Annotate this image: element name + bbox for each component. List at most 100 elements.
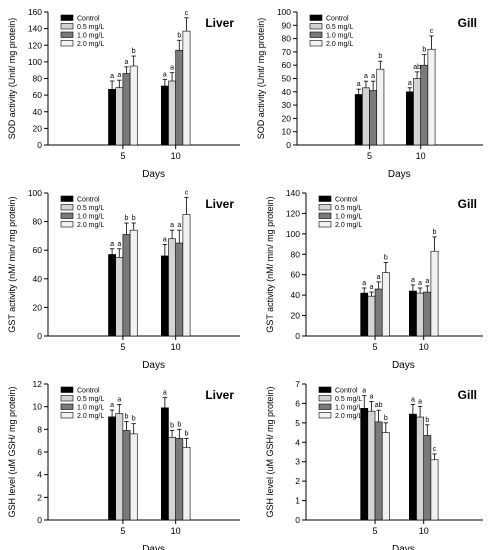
y-axis-title: GSH level (uM GSH/ mg protein): [265, 386, 275, 517]
bar: [115, 413, 124, 521]
x-axis-title: Days: [392, 360, 415, 371]
significance-letter: b: [125, 215, 129, 222]
significance-letter: a: [117, 241, 121, 248]
bar: [409, 290, 417, 337]
legend-label: Control: [335, 388, 358, 395]
bar: [374, 421, 383, 521]
bar: [175, 242, 184, 337]
y-tick-label: 40: [291, 290, 301, 300]
legend-swatch: [60, 386, 74, 393]
bar: [182, 214, 191, 337]
y-axis-title: SOD activity (Unit/ mg protein): [7, 18, 17, 140]
significance-letter: b: [384, 415, 388, 422]
legend-label: 1.0 mg/L: [77, 33, 104, 40]
legend-swatch: [60, 23, 74, 30]
y-tick-label: 80: [33, 74, 43, 84]
legend-label: 1.0 mg/L: [335, 214, 362, 221]
y-tick-label: 20: [33, 302, 43, 312]
bar: [416, 292, 425, 337]
y-tick-label: 2: [295, 476, 300, 486]
y-tick-label: 60: [33, 245, 43, 255]
significance-letter: b: [177, 32, 181, 39]
y-tick-label: 70: [282, 47, 292, 57]
bar: [168, 238, 176, 337]
bar: [108, 254, 116, 337]
legend-swatch: [309, 31, 323, 38]
bar: [115, 257, 124, 337]
bar: [168, 436, 176, 521]
x-tick-label: 10: [171, 151, 181, 161]
bar: [122, 234, 131, 337]
legend-label: 1.0 mg/L: [77, 214, 104, 221]
y-axis-title: SOD activity (Unit/ mg protein): [256, 18, 266, 140]
bar: [160, 255, 169, 337]
y-tick-label: 100: [277, 7, 291, 17]
significance-letter: a: [163, 71, 167, 78]
panel-label: Liver: [205, 197, 234, 211]
y-axis-title: GSH level (uM GSH/ mg protein): [7, 386, 17, 517]
significance-letter: c: [430, 28, 434, 35]
x-tick-label: 5: [120, 526, 125, 536]
legend-swatch: [60, 40, 74, 47]
legend-swatch: [318, 395, 332, 402]
significance-letter: b: [125, 413, 129, 420]
significance-letter: a: [418, 398, 422, 405]
significance-letter: b: [433, 229, 437, 236]
significance-letter: b: [170, 422, 174, 429]
panel-label: Liver: [205, 16, 234, 30]
significance-letter: b: [177, 421, 181, 428]
bar: [369, 90, 378, 146]
y-tick-label: 0: [37, 515, 42, 525]
legend-label: 2.0 mg/L: [77, 41, 104, 48]
bar: [108, 89, 116, 146]
significance-letter: a: [117, 396, 121, 403]
significance-letter: a: [411, 277, 415, 284]
legend-label: 0.5 mg/L: [77, 24, 104, 31]
y-tick-label: 80: [291, 249, 301, 259]
legend-label: 1.0 mg/L: [335, 405, 362, 412]
bar: [413, 78, 421, 146]
legend-label: Control: [77, 16, 100, 23]
significance-letter: b: [384, 254, 388, 261]
significance-letter: a: [125, 59, 129, 66]
y-tick-label: 5: [295, 418, 300, 428]
bar: [115, 87, 124, 146]
y-tick-label: 20: [33, 123, 43, 133]
bar: [108, 416, 116, 521]
significance-letter: b: [185, 430, 189, 437]
y-tick-label: 160: [28, 7, 42, 17]
y-tick-label: 140: [28, 24, 42, 34]
significance-letter: a: [357, 81, 361, 88]
legend-swatch: [60, 403, 74, 410]
x-tick-label: 5: [367, 151, 372, 161]
bar: [381, 272, 390, 337]
significance-letter: a: [117, 72, 121, 79]
bar: [129, 65, 138, 146]
bar: [129, 433, 138, 521]
significance-letter: a: [418, 280, 422, 287]
legend-swatch: [60, 221, 74, 228]
significance-letter: ab: [375, 402, 383, 409]
legend-label: 2.0 mg/L: [335, 413, 362, 420]
legend-swatch: [318, 212, 332, 219]
y-tick-label: 20: [282, 113, 292, 123]
legend-label: Control: [335, 197, 358, 204]
bar: [420, 64, 429, 146]
x-tick-label: 10: [416, 151, 426, 161]
bar: [367, 295, 376, 337]
bar: [129, 229, 138, 337]
significance-letter: b: [378, 53, 382, 60]
bar: [423, 291, 432, 337]
significance-letter: b: [132, 215, 136, 222]
significance-letter: b: [422, 47, 426, 54]
bar: [376, 68, 385, 146]
bar: [354, 94, 363, 146]
x-tick-label: 5: [373, 342, 378, 352]
